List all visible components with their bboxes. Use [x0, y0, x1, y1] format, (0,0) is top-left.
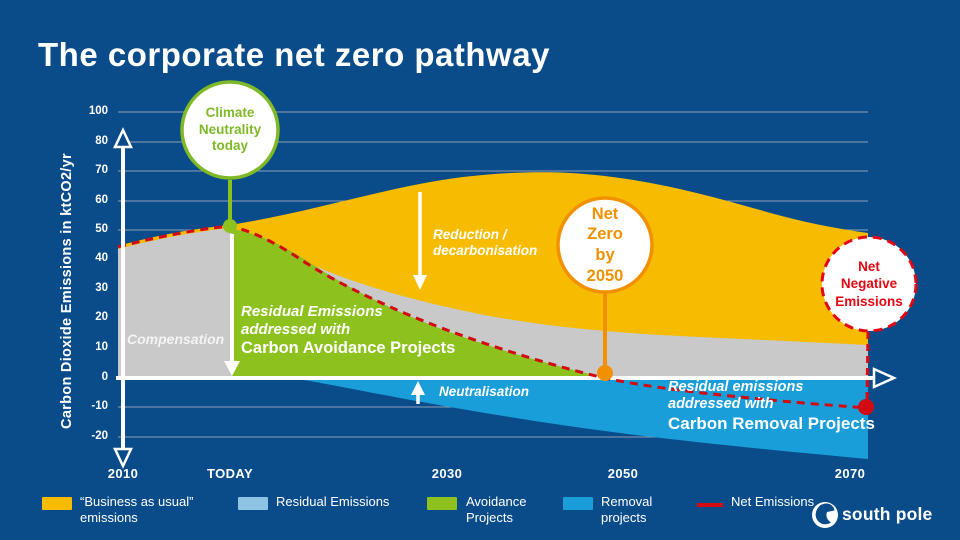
avoidance-area	[232, 229, 598, 378]
x-tick-2010: 2010	[107, 466, 139, 481]
net-negative-badge: Net Negative Emissions	[835, 258, 903, 309]
net-zero-badge: Net Zero by 2050	[586, 204, 624, 285]
climate-neutrality-badge: Climate Neutrality today	[198, 104, 262, 154]
legend-swatch-bau	[42, 497, 72, 510]
x-tick-today: TODAY	[206, 466, 254, 481]
x-axis	[116, 367, 898, 389]
legend-line-net-emissions	[697, 503, 723, 507]
y-tick: 30	[95, 282, 108, 294]
x-axis-arrowhead-icon	[872, 367, 898, 389]
avoidance-area-label: Residual Emissions addressed with Carbon…	[241, 303, 456, 357]
neutralisation-arrow-icon	[411, 381, 425, 404]
legend-swatch-avoidance	[427, 497, 457, 510]
y-axis-down-arrowhead-icon	[113, 447, 133, 469]
x-tick-2070: 2070	[834, 466, 866, 481]
y-tick: 70	[95, 164, 108, 176]
net-negative-badge-circle	[820, 235, 918, 333]
neutralisation-label: Neutralisation	[439, 384, 530, 399]
y-tick: 10	[95, 341, 108, 353]
climate-neutrality-marker	[180, 80, 280, 233]
legend-label-bau: “Business as usual” emissions	[80, 494, 194, 526]
y-tick: 0	[101, 371, 108, 383]
legend-label-residual: Residual Emissions	[276, 494, 390, 509]
y-tick: -20	[91, 430, 108, 442]
legend-label-avoidance: Avoidance Projects	[466, 494, 527, 526]
x-tick-2050: 2050	[607, 466, 639, 481]
reduction-arrow-icon	[413, 192, 427, 290]
x-tick-2030: 2030	[431, 466, 463, 481]
y-tick: 100	[88, 105, 108, 117]
y-tick: 80	[95, 135, 108, 147]
south-pole-logo-icon	[812, 502, 838, 528]
y-tick: 20	[95, 311, 108, 323]
y-axis-up-arrowhead-icon	[113, 127, 133, 149]
today-arrow-icon	[224, 234, 240, 376]
y-tick: 50	[95, 223, 108, 235]
y-tick: 60	[95, 194, 108, 206]
reduction-label: Reduction / decarbonisation	[433, 227, 538, 259]
climate-neutrality-badge-circle	[180, 80, 280, 180]
legend-label-net-emissions: Net Emissions	[731, 494, 815, 509]
removal-area-label: Residual emissions addressed with Carbon…	[668, 379, 875, 433]
legend-swatch-removal	[563, 497, 593, 510]
compensation-label: Compensation	[127, 331, 225, 347]
page-title: The corporate net zero pathway	[38, 36, 550, 73]
removal-area	[292, 378, 868, 459]
y-axis	[113, 127, 133, 469]
net-zero-marker	[556, 196, 654, 381]
y-tick: 40	[95, 252, 108, 264]
net-negative-marker	[820, 235, 918, 415]
legend-swatch-residual	[238, 497, 268, 510]
legend-label-removal: Removal projects	[601, 494, 653, 526]
south-pole-logo-text: south pole	[842, 504, 933, 524]
y-tick: -10	[91, 400, 108, 412]
net-zero-badge-circle	[556, 196, 654, 294]
